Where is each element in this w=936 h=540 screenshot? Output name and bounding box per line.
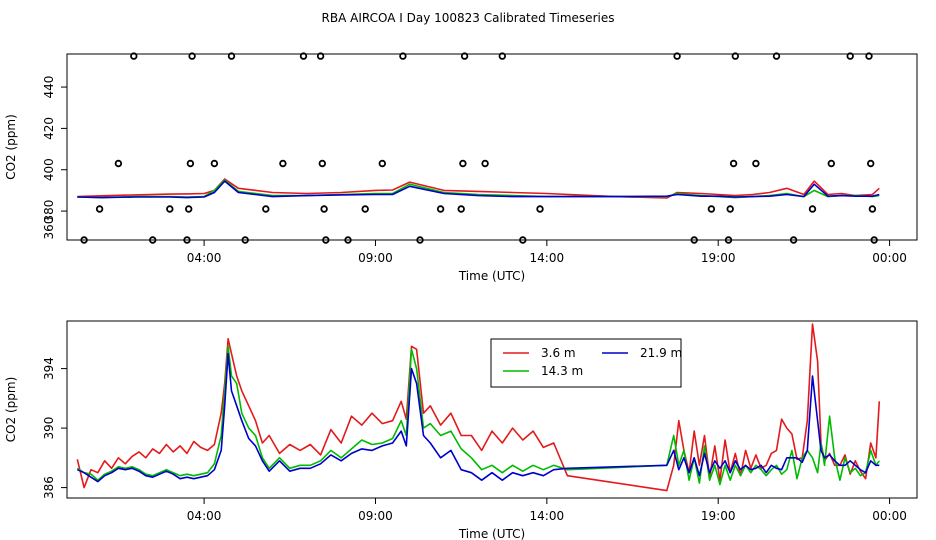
legend-box: [490, 338, 682, 388]
scatter-point: [399, 52, 407, 60]
scatter-point: [262, 205, 270, 213]
scatter-point: [673, 52, 681, 60]
x-tick-label: 14:00: [530, 509, 565, 523]
series-line-3-6-m: [77, 178, 880, 199]
scatter-point: [186, 159, 195, 168]
scatter-point: [299, 52, 308, 60]
chart-title: RBA AIRCOA I Day 100823 Calibrated Times…: [322, 11, 615, 25]
x-tick-label: 04:00: [187, 509, 222, 523]
series-line-21-9-m: [77, 180, 880, 199]
scatter-point: [188, 52, 196, 60]
scatter-point: [846, 52, 854, 60]
legend: 3.6 m 21.9 m 14.3 m: [490, 338, 682, 388]
scatter-point: [867, 159, 875, 168]
y-axis: 380 400 420 440 360 CO2 (ppm): [4, 76, 67, 240]
x-axis: 04:00 09:00 14:00 19:00 00:00 Time (UTC): [187, 498, 907, 540]
scatter-point: [227, 52, 236, 60]
x-tick-label: 14:00: [530, 251, 565, 265]
scatter-point: [498, 52, 506, 60]
x-tick-label: 19:00: [701, 251, 736, 265]
y-axis-label: CO2 (ppm): [4, 114, 18, 180]
scatter-point: [865, 52, 873, 60]
scatter-point: [536, 205, 544, 213]
y-axis: 386 390 394 CO2 (ppm): [4, 357, 67, 499]
scatter-point: [184, 205, 193, 213]
bottom-panel: 04:00 09:00 14:00 19:00 00:00 Time (UTC) 386 39…: [4, 320, 918, 540]
scatter-point: [210, 159, 219, 168]
scatter-point: [731, 52, 739, 60]
scatter-point: [279, 159, 287, 168]
scatter-point: [361, 205, 369, 213]
x-axis-label: Time (UTC): [458, 527, 525, 540]
scatter-point: [318, 159, 326, 168]
y-tick-label: 360: [42, 217, 56, 240]
scatter-points: [80, 52, 878, 244]
legend-label: 14.3 m: [541, 364, 583, 378]
x-tick-label: 04:00: [187, 251, 222, 265]
legend-label: 3.6 m: [541, 346, 576, 360]
series-line-14-3-m: [76, 345, 880, 486]
top-panel: 04:00 09:00 14:00 19:00 00:00 Time (UTC) 380 40…: [4, 52, 918, 283]
plot-frame: [66, 320, 918, 499]
scatter-point: [808, 205, 817, 213]
y-tick-label: 394: [42, 357, 56, 380]
y-tick-label: 380: [42, 200, 56, 223]
y-tick-label: 386: [42, 476, 56, 499]
scatter-point: [316, 52, 325, 60]
scatter-point: [459, 159, 467, 168]
x-tick-label: 00:00: [872, 251, 907, 265]
scatter-point: [320, 205, 328, 213]
series-line-21-9-m: [76, 352, 880, 483]
legend-label: 21.9 m: [640, 346, 682, 360]
scatter-point: [130, 52, 138, 60]
plot-frame: [66, 53, 918, 241]
series-line-14-3-m: [77, 179, 880, 199]
scatter-point: [436, 205, 445, 213]
scatter-point: [707, 205, 716, 213]
x-tick-label: 00:00: [872, 509, 907, 523]
scatter-point: [378, 159, 386, 168]
series-group: [77, 178, 880, 199]
scatter-point: [114, 159, 123, 168]
x-axis: 04:00 09:00 14:00 19:00 00:00 Time (UTC): [187, 240, 907, 283]
x-axis-label: Time (UTC): [458, 269, 525, 283]
scatter-point: [729, 159, 738, 168]
scatter-point: [460, 52, 469, 60]
y-tick-label: 390: [42, 417, 56, 440]
y-axis-label: CO2 (ppm): [4, 377, 18, 443]
x-tick-label: 19:00: [701, 509, 736, 523]
series-group: [76, 323, 881, 492]
scatter-point: [95, 205, 104, 213]
scatter-point: [457, 205, 465, 213]
x-tick-label: 09:00: [358, 509, 393, 523]
series-line-3-6-m: [76, 323, 881, 492]
scatter-point: [827, 159, 835, 168]
y-tick-label: 400: [42, 158, 56, 181]
x-tick-label: 09:00: [358, 251, 393, 265]
scatter-point: [868, 205, 877, 213]
y-tick-label: 440: [42, 76, 56, 99]
y-tick-label: 420: [42, 117, 56, 140]
scatter-point: [726, 205, 734, 213]
scatter-point: [166, 205, 174, 213]
scatter-point: [481, 159, 489, 168]
scatter-point: [752, 159, 760, 168]
scatter-point: [772, 52, 781, 60]
